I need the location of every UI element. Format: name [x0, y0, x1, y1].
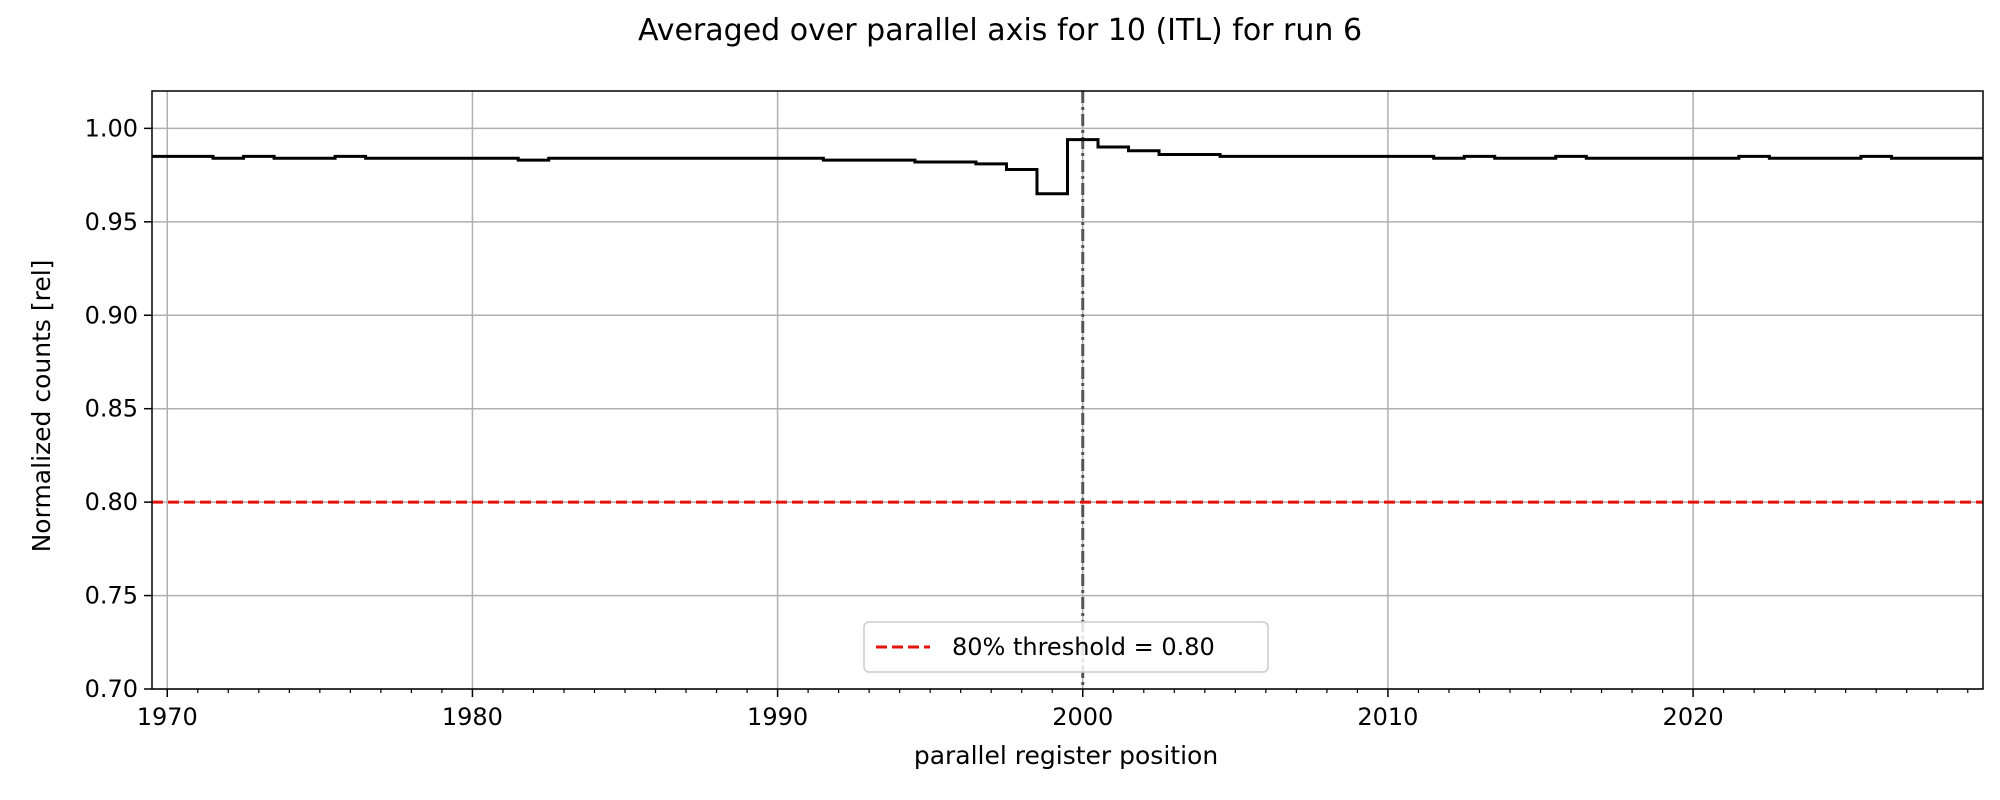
- x-axis-label: parallel register position: [914, 741, 1218, 770]
- legend-label-threshold: 80% threshold = 0.80: [952, 633, 1215, 661]
- x-tick-label: 1980: [442, 703, 503, 731]
- chart-title: Averaged over parallel axis for 10 (ITL)…: [638, 13, 1362, 48]
- y-axis-ticks: 0.70 0.75 0.80 0.85 0.90 0.95 1.00: [85, 114, 152, 703]
- y-tick-label: 0.95: [85, 208, 138, 236]
- y-tick-label: 0.75: [85, 582, 138, 610]
- series-step-line: [152, 138, 1983, 196]
- x-tick-label: 1990: [747, 703, 808, 731]
- y-tick-label: 0.70: [85, 675, 138, 703]
- plot-frame: [151, 90, 1984, 690]
- x-tick-label: 1970: [137, 703, 198, 731]
- legend-box: [863, 621, 1269, 673]
- x-axis-ticks: 1970 1980 1990 2000 2010 2020: [137, 689, 1969, 731]
- x-tick-label: 2010: [1357, 703, 1418, 731]
- y-tick-label: 1.00: [85, 114, 138, 142]
- y-axis-label: Normalized counts [rel]: [27, 260, 56, 553]
- y-tick-label: 0.90: [85, 301, 138, 329]
- x-tick-label: 2020: [1663, 703, 1724, 731]
- y-tick-label: 0.85: [85, 395, 138, 423]
- legend: 80% threshold = 0.80: [863, 621, 1269, 673]
- y-tick-label: 0.80: [85, 488, 138, 516]
- x-tick-label: 2000: [1052, 703, 1113, 731]
